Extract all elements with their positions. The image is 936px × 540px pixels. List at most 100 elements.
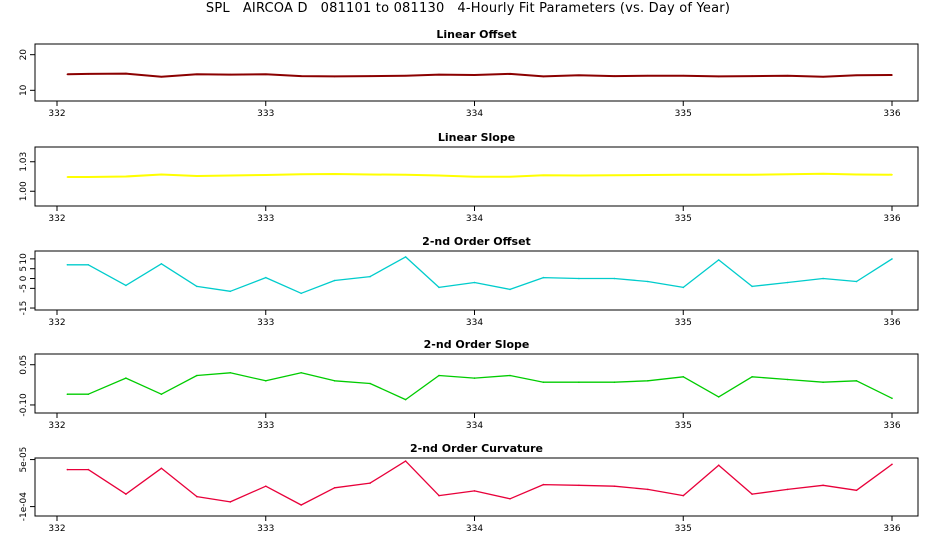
data-point [87, 176, 90, 178]
data-point [300, 504, 303, 506]
data-point [66, 393, 69, 396]
data-point [578, 277, 580, 280]
x-tick-label: 335 [675, 214, 692, 224]
data-point [229, 290, 232, 293]
panel-title: Linear Offset [436, 28, 516, 41]
data-point [66, 264, 69, 266]
data-point [509, 374, 511, 377]
x-tick-label: 335 [675, 421, 692, 431]
data-point [196, 175, 198, 177]
y-tick-label: -5 [19, 284, 29, 293]
y-tick-label: -0.10 [19, 393, 29, 417]
data-point [87, 264, 90, 266]
plot-frame [34, 457, 919, 517]
data-point [542, 381, 545, 384]
x-tick-label: 336 [883, 421, 900, 431]
x-tick-label: 336 [883, 214, 900, 224]
data-point [786, 281, 789, 284]
data-point [66, 468, 69, 471]
data-point [196, 495, 198, 498]
data-point [125, 72, 127, 75]
data-point [822, 484, 824, 487]
data-point [265, 380, 267, 382]
x-tick-label: 336 [883, 318, 900, 328]
y-tick-label: 10 [19, 253, 29, 265]
data-point [855, 173, 858, 176]
data-point [87, 468, 90, 471]
data-point [613, 174, 616, 177]
x-tick-label: 335 [675, 524, 692, 534]
y-tick-label: 0 [19, 275, 29, 281]
data-point [404, 74, 407, 77]
plot-frame [34, 43, 919, 102]
data-point [438, 73, 440, 76]
data-point [647, 74, 649, 77]
data-point [404, 256, 407, 258]
data-point [333, 380, 336, 382]
data-point [369, 275, 371, 278]
x-tick-label: 332 [48, 318, 65, 328]
data-point [229, 174, 232, 177]
data-point [473, 490, 476, 492]
data-point [196, 374, 198, 377]
data-point [509, 73, 511, 75]
main-title: SPL AIRCOA D 081101 to 081130 4-Hourly F… [205, 1, 731, 16]
panel-title: 2-nd Order Slope [424, 338, 530, 351]
data-point [300, 75, 303, 77]
data-point [542, 483, 545, 486]
x-tick-label: 336 [883, 524, 900, 534]
data-point [891, 397, 893, 400]
x-tick-label: 336 [883, 109, 900, 119]
panel-title: 2-nd Order Offset [422, 235, 531, 248]
data-point [647, 174, 649, 176]
x-tick-label: 334 [466, 318, 483, 328]
x-tick-label: 335 [675, 109, 692, 119]
x-tick-label: 335 [675, 318, 692, 328]
data-point [578, 74, 580, 77]
data-point [125, 493, 127, 495]
data-point [369, 382, 371, 385]
data-point [542, 75, 545, 78]
data-point [509, 288, 511, 291]
data-point [333, 173, 336, 175]
data-point [196, 73, 198, 76]
data-point [647, 280, 649, 283]
data-point [509, 175, 511, 178]
data-point [822, 277, 824, 280]
x-tick-label: 333 [257, 214, 274, 224]
data-point [717, 396, 720, 398]
data-point [333, 75, 336, 78]
y-tick-label: 1.03 [19, 152, 29, 172]
x-tick-label: 333 [257, 318, 274, 328]
data-point [751, 285, 753, 288]
data-point [66, 176, 69, 178]
data-point [438, 174, 440, 177]
data-point [404, 460, 407, 462]
y-tick-label: -15 [19, 301, 29, 316]
data-point [682, 286, 685, 289]
data-point [66, 73, 69, 76]
data-point [438, 494, 440, 497]
data-point [542, 276, 545, 279]
data-point [542, 174, 545, 177]
data-point [87, 73, 90, 75]
data-point [229, 501, 232, 503]
x-tick-label: 332 [48, 109, 65, 119]
y-tick-label: 5e-05 [19, 447, 29, 473]
data-point [717, 259, 720, 261]
x-tick-label: 334 [466, 524, 483, 534]
y-tick-label: 0.05 [19, 355, 29, 375]
data-point [751, 376, 753, 378]
x-tick-label: 333 [257, 421, 274, 431]
plot-frame [34, 353, 919, 414]
series-line [67, 256, 893, 294]
data-point [265, 276, 267, 279]
data-point [265, 485, 267, 488]
data-point [160, 263, 163, 265]
data-point [125, 377, 127, 379]
y-tick-label: -1e-04 [19, 492, 29, 521]
plot-frame [34, 250, 919, 311]
data-point [160, 76, 163, 78]
data-point [300, 173, 303, 176]
x-tick-label: 332 [48, 214, 65, 224]
